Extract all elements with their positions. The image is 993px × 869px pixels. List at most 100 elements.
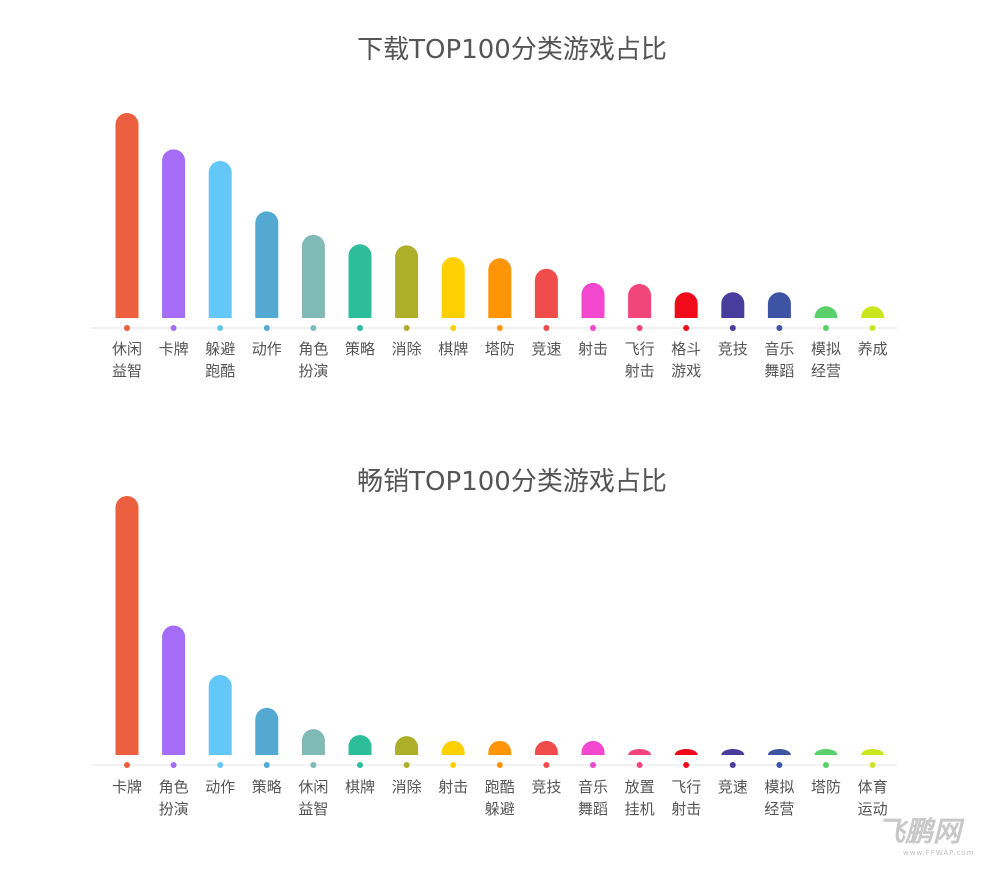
category-marker-dot xyxy=(590,762,596,768)
tick-label: 竞速 xyxy=(718,778,748,796)
bar-音乐舞蹈 xyxy=(581,740,605,755)
tick-label: 棋牌 xyxy=(438,340,468,358)
bar-体育运动 xyxy=(861,749,885,755)
category-marker-dot xyxy=(636,762,643,768)
bar-策略 xyxy=(348,244,372,318)
category-marker-dot xyxy=(683,762,690,768)
tick-label: 动作 xyxy=(252,340,282,358)
chart-downloads: 下载TOP100分类游戏占比 休闲益智卡牌 躲避跑酷动作 角色扮演策略 消除 棋牌 塔防竞… xyxy=(92,35,897,380)
category-marker-dot xyxy=(170,762,177,768)
category-marker-dot xyxy=(357,762,363,768)
category-marker-dot xyxy=(310,325,317,331)
tick-label: 音乐舞蹈 xyxy=(578,778,608,818)
tick-label: 飞行射击 xyxy=(671,778,701,818)
category-marker-dot xyxy=(496,762,503,768)
bar-养成 xyxy=(861,306,885,318)
bar-休闲益智 xyxy=(301,729,325,755)
bar-消除 xyxy=(395,245,419,318)
bar-射击 xyxy=(581,282,605,318)
tick-label: 放置挂机 xyxy=(625,778,655,818)
category-marker-dot xyxy=(823,762,829,768)
bar-躲避跑酷 xyxy=(208,161,232,318)
bar-跑酷躲避 xyxy=(488,740,512,755)
tick-label: 射击 xyxy=(578,340,608,358)
tick-label: 飞行射击 xyxy=(625,340,655,380)
site-logo-watermark: 飞鹏网 www.FFWAP.com xyxy=(877,815,973,857)
bar-飞行射击 xyxy=(674,749,698,755)
category-marker-dot xyxy=(869,762,876,768)
category-marker-dot xyxy=(869,325,876,331)
tick-label: 休闲益智 xyxy=(112,340,142,380)
tick-label: 塔防 xyxy=(485,340,515,358)
bar-休闲益智 xyxy=(115,113,139,318)
tick-label: 卡牌 xyxy=(112,778,142,796)
bar-棋牌 xyxy=(441,257,465,318)
bar-飞行射击 xyxy=(628,284,652,318)
watermark-text: 飞鹏网 xyxy=(877,815,965,848)
bar-角色扮演 xyxy=(301,234,325,318)
tick-label: 体育运动 xyxy=(858,778,888,818)
category-marker-dot xyxy=(217,762,224,768)
category-marker-dot xyxy=(170,325,177,331)
bar-竞技 xyxy=(534,740,558,755)
tick-label: 模拟经营 xyxy=(764,778,794,818)
tick-label: 消除 xyxy=(392,778,422,796)
bar-塔防 xyxy=(488,258,512,318)
tick-label: 竞技 xyxy=(531,778,561,796)
tick-label: 竞技 xyxy=(718,340,748,358)
tick-label: 跑酷躲避 xyxy=(485,778,515,818)
bar-竞速 xyxy=(534,268,558,318)
category-marker-dot xyxy=(729,762,736,768)
bar-模拟经营 xyxy=(767,749,791,755)
category-marker-dot xyxy=(590,325,596,331)
bar-格斗游戏 xyxy=(674,292,698,318)
bar-塔防 xyxy=(814,749,838,755)
bar-动作 xyxy=(208,674,232,755)
category-marker-dot xyxy=(450,762,457,768)
category-marker-dot xyxy=(263,325,270,331)
category-marker-dot xyxy=(124,325,130,331)
category-marker-dot xyxy=(543,762,550,768)
bar-角色扮演 xyxy=(162,625,186,755)
category-marker-dot xyxy=(776,762,783,768)
category-marker-dot xyxy=(543,325,550,331)
tick-label: 策略 xyxy=(252,778,282,796)
tick-label: 竞速 xyxy=(531,340,561,358)
bar-棋牌 xyxy=(348,734,372,755)
bar-模拟经营 xyxy=(814,306,838,318)
tick-label: 角色扮演 xyxy=(159,778,189,818)
bar-消除 xyxy=(395,736,419,755)
bar-竞速 xyxy=(721,749,745,755)
category-marker-dot xyxy=(636,325,643,331)
tick-label: 动作 xyxy=(205,778,235,796)
tick-label: 休闲益智 xyxy=(298,778,328,818)
chart-title: 畅销TOP100分类游戏占比 xyxy=(357,467,667,497)
tick-label: 格斗游戏 xyxy=(671,340,701,380)
category-marker-dot xyxy=(124,762,130,768)
tick-label: 音乐舞蹈 xyxy=(764,340,794,380)
tick-label: 卡牌 xyxy=(159,340,189,358)
category-marker-dot xyxy=(310,762,317,768)
tick-label: 策略 xyxy=(345,340,375,358)
category-marker-dot xyxy=(403,762,410,768)
tick-label: 棋牌 xyxy=(345,778,375,796)
tick-label: 养成 xyxy=(858,340,888,358)
category-marker-dot xyxy=(683,325,690,331)
bars-group xyxy=(115,496,885,768)
category-marker-dot xyxy=(729,325,736,331)
category-marker-dot xyxy=(496,325,503,331)
tick-label: 射击 xyxy=(438,778,468,796)
chart-title: 下载TOP100分类游戏占比 xyxy=(357,35,667,65)
category-marker-dot xyxy=(263,762,270,768)
tick-label: 塔防 xyxy=(811,778,841,796)
category-marker-dot xyxy=(823,325,829,331)
category-marker-dot xyxy=(776,325,783,331)
category-marker-dot xyxy=(450,325,457,331)
tick-label: 角色扮演 xyxy=(298,340,328,380)
category-marker-dot xyxy=(217,325,224,331)
bar-卡牌 xyxy=(162,149,186,318)
